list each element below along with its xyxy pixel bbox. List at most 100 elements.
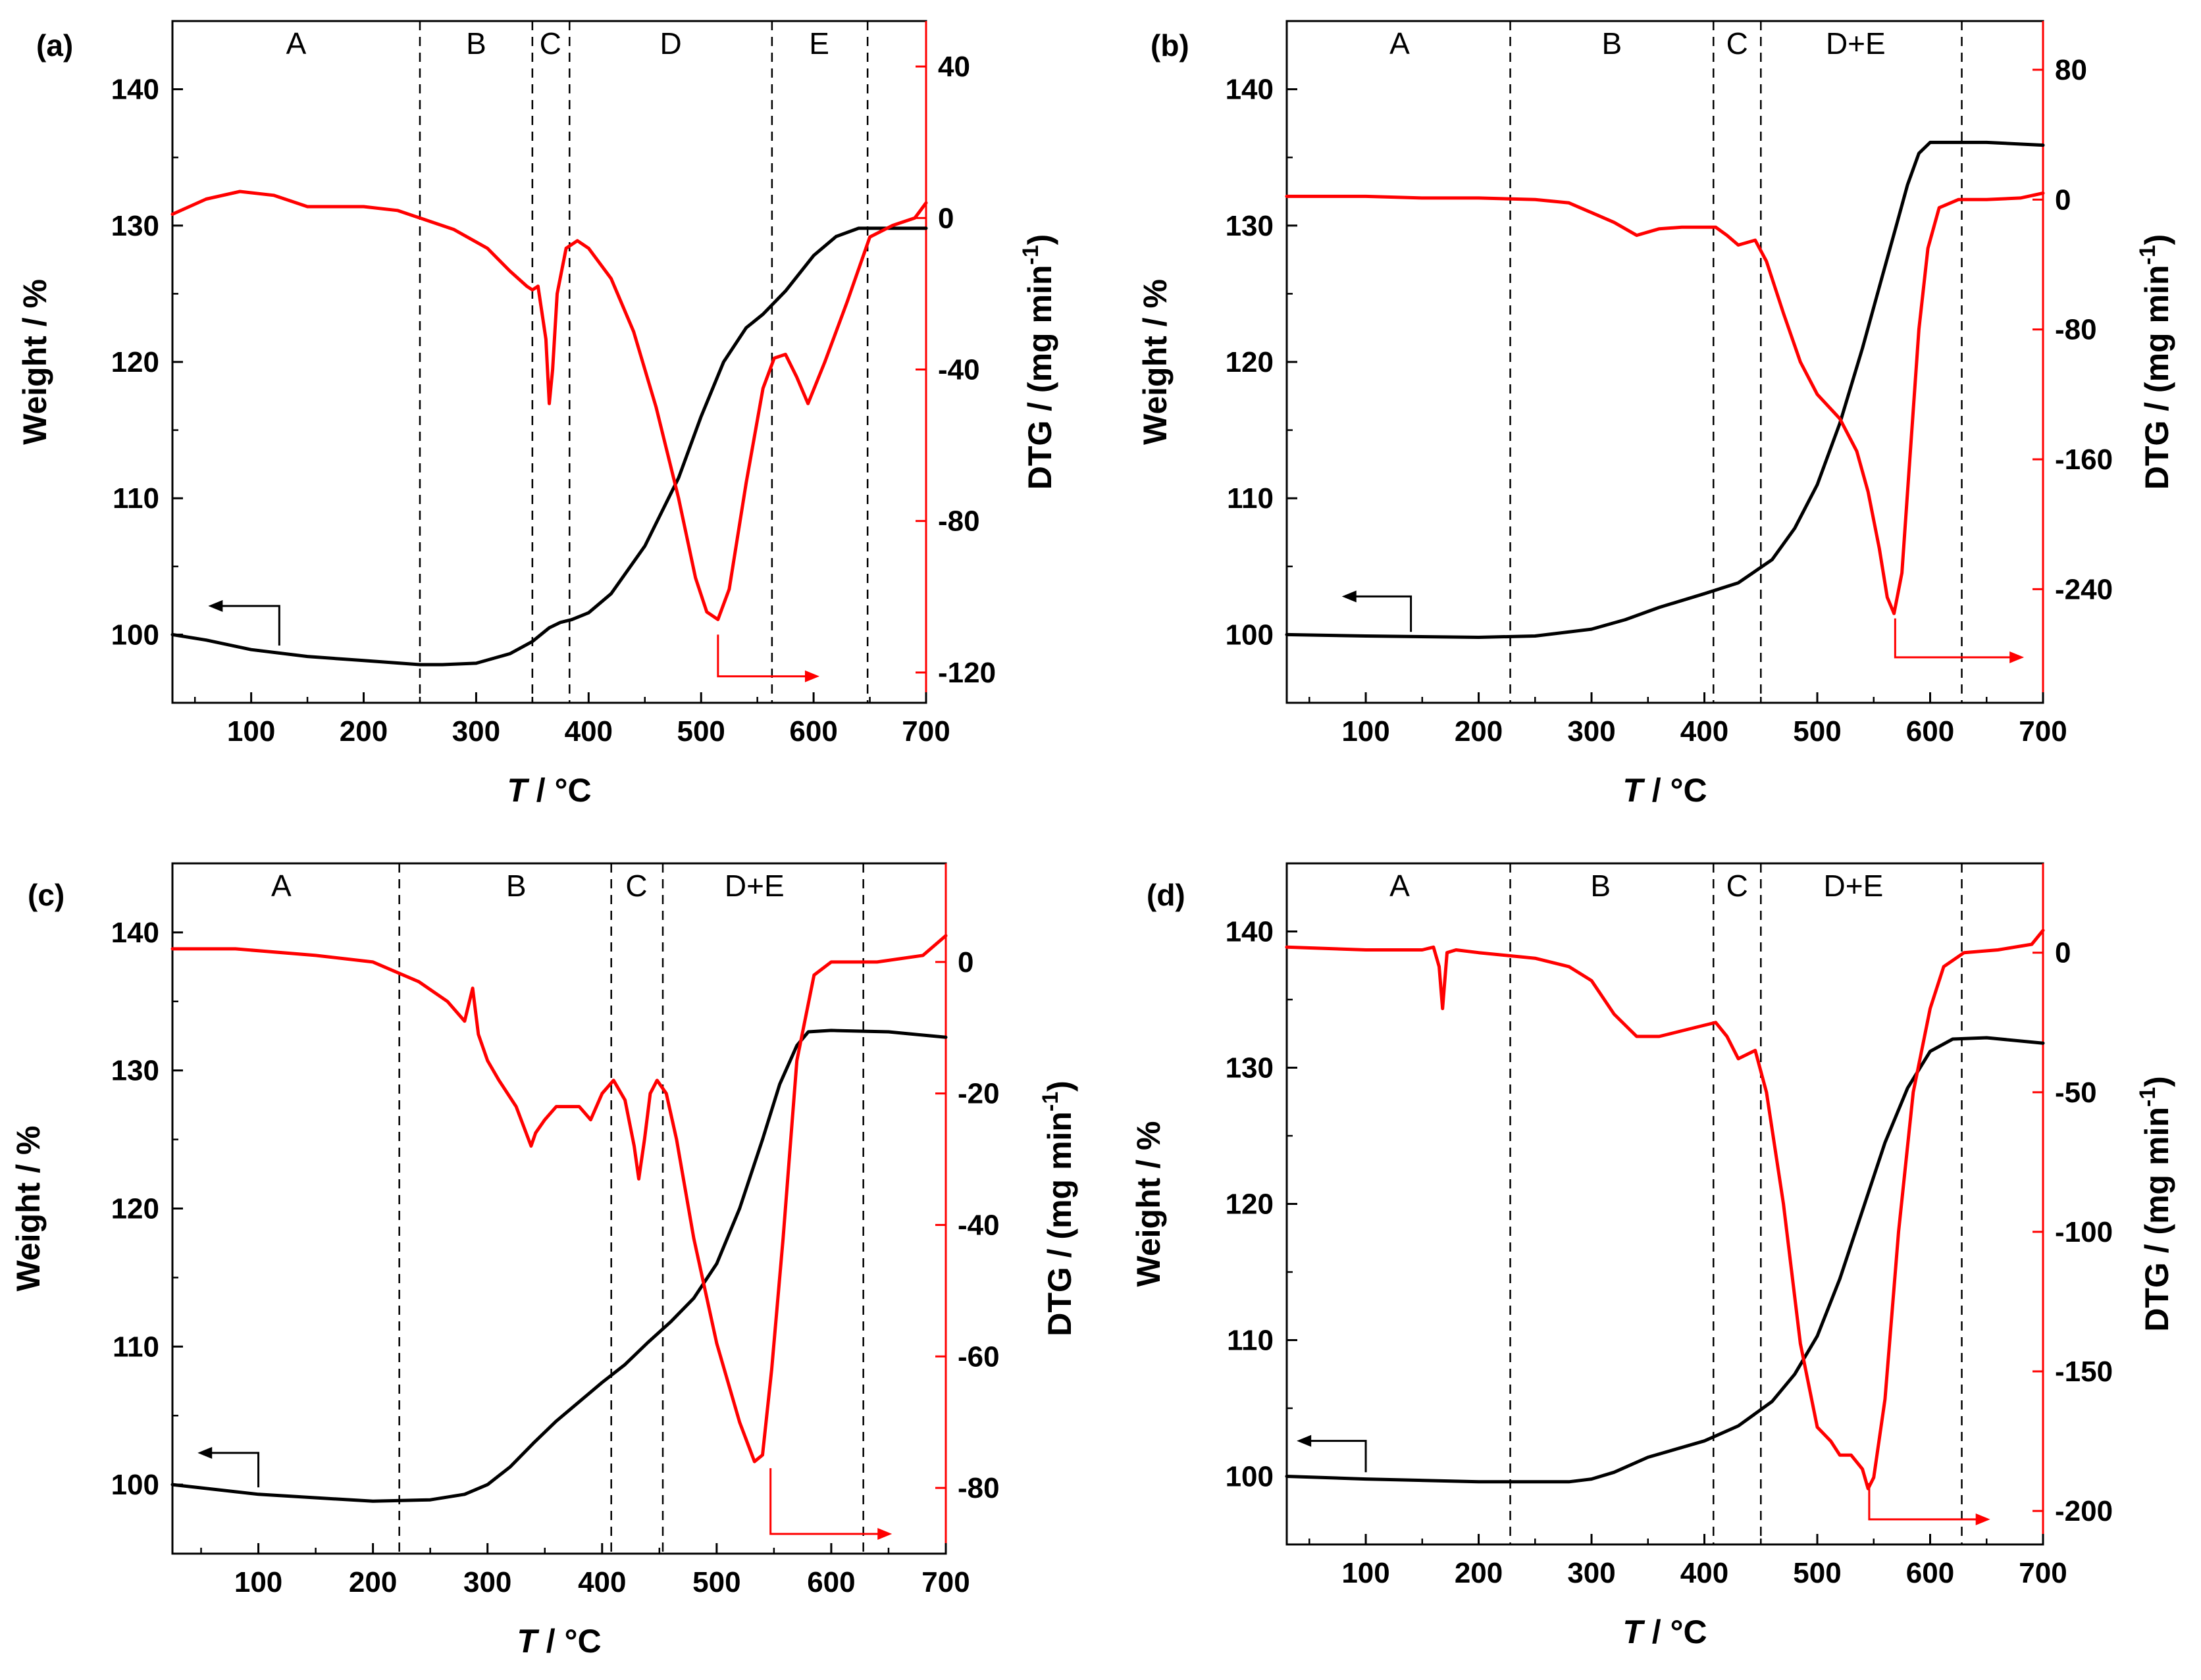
chart-panel-b: A B C D+E 100 200 300 400 500 600 700 100 110 120 130 1…: [1137, 20, 2175, 809]
x-axis-title: T / °C: [1622, 772, 1707, 809]
y-tick-label: 110: [113, 482, 159, 515]
axis-indicator-arrow: [1351, 595, 1412, 632]
y-tick-label: 100: [111, 1469, 159, 1501]
y2-tick-label: -20: [958, 1078, 1000, 1110]
axis-indicator-arrowhead: [1975, 1513, 1990, 1525]
x-axis-title-unit: / °C: [537, 1623, 602, 1660]
dtg-curve: [170, 934, 948, 1464]
y2-tick-label: 0: [2055, 937, 2071, 969]
weight-curve: [1285, 1036, 2045, 1484]
y2-axis-title: DTG / (mg min-1): [2135, 234, 2175, 490]
region-label-c: C: [1726, 26, 1748, 61]
y2-axis-title: DTG / (mg min-1): [2135, 1076, 2175, 1332]
y2-axis-title-end: ): [1022, 234, 1058, 245]
y2-tick-label: -200: [2055, 1495, 2113, 1527]
y2-axis-title-superscript: -1: [1038, 1092, 1063, 1111]
axis-indicator-arrow: [717, 634, 810, 678]
y-tick-label: 110: [1227, 482, 1274, 515]
y-tick-label: 120: [1226, 346, 1274, 378]
x-tick-label: 600: [789, 715, 837, 748]
y2-tick-label: 0: [938, 202, 954, 234]
x-axis-title-symbol: T: [1622, 1614, 1645, 1650]
x-tick-label: 700: [2019, 1557, 2067, 1589]
y2-tick-label: -240: [2055, 573, 2113, 605]
x-tick-label: 100: [227, 715, 275, 748]
x-tick-label: 400: [565, 715, 613, 748]
x-axis-title: T / °C: [507, 772, 591, 809]
y-tick-label: 130: [1226, 210, 1274, 242]
y-tick-label: 110: [1227, 1325, 1274, 1357]
region-label-d-plus-e: D+E: [725, 869, 785, 903]
x-tick-label: 400: [578, 1566, 626, 1598]
y2-tick-label: -40: [958, 1209, 1000, 1241]
x-tick-label: 300: [463, 1566, 511, 1598]
axis-indicator-arrow: [1868, 1483, 1981, 1521]
y-tick-label: 140: [111, 74, 159, 106]
y2-axis-title-end: ): [2138, 234, 2175, 245]
x-tick-label: 500: [692, 1566, 740, 1598]
x-tick-label: 400: [1680, 715, 1728, 748]
x-axis-title-symbol: T: [507, 772, 530, 809]
plot-frame: [1285, 20, 2044, 704]
x-axis-title-unit: / °C: [1643, 772, 1707, 809]
y2-tick-label: -160: [2055, 444, 2113, 476]
x-axis-title-symbol: T: [517, 1623, 540, 1660]
y-tick-label: 100: [1226, 619, 1274, 651]
y-tick-label: 130: [111, 210, 159, 242]
x-axis-title: T / °C: [1622, 1614, 1707, 1650]
region-label-d-plus-e: D+E: [1826, 26, 1886, 61]
region-label-d: D: [660, 26, 681, 61]
y-tick-label: 140: [1226, 74, 1274, 106]
y-tick-label: 140: [111, 917, 159, 949]
x-axis-title-unit: / °C: [1643, 1614, 1707, 1650]
y2-axis-title-main: DTG / (mg min: [1022, 265, 1058, 490]
y2-tick-label: -40: [938, 354, 980, 386]
x-tick-label: 300: [452, 715, 500, 748]
x-tick-label: 200: [1455, 1557, 1503, 1589]
plot-frame: [1285, 862, 2044, 1546]
y-tick-label: 120: [1226, 1188, 1274, 1221]
y2-axis-title-superscript: -1: [1018, 245, 1043, 265]
axis-indicator-arrow: [1894, 618, 2015, 659]
y2-tick-label: 40: [938, 51, 970, 83]
axis-indicator-arrowhead: [1341, 590, 1357, 603]
region-label-a: A: [271, 869, 292, 903]
y2-tick-label: 0: [958, 946, 973, 979]
x-tick-label: 300: [1567, 715, 1615, 748]
axis-indicator-arrowhead: [1297, 1435, 1312, 1447]
x-tick-label: 300: [1567, 1557, 1615, 1589]
y-axis-title: Weight / %: [1137, 279, 1174, 445]
x-tick-label: 500: [1793, 715, 1841, 748]
y-tick-label: 130: [111, 1055, 159, 1087]
region-label-a: A: [286, 26, 307, 61]
region-label-c: C: [540, 26, 561, 61]
x-tick-label: 500: [677, 715, 725, 748]
axis-indicator-arrow: [207, 1452, 260, 1488]
y2-tick-label: -80: [2055, 314, 2097, 346]
region-label-b: B: [1602, 26, 1622, 61]
region-label-e: E: [809, 26, 829, 61]
y-tick-label: 120: [111, 346, 159, 378]
y2-axis-title-main: DTG / (mg min: [2138, 1107, 2175, 1332]
chart-panel-c: A B C D+E 100 200 300 400 500 600 700 100 110 120 130 1…: [10, 862, 1078, 1660]
axis-indicator-arrow: [217, 605, 280, 646]
panel-label: (a): [36, 28, 73, 63]
axis-indicator-arrowhead: [877, 1528, 893, 1540]
x-tick-label: 700: [902, 715, 950, 748]
y2-tick-label: -150: [2055, 1356, 2113, 1388]
y-axis-title: Weight / %: [16, 279, 53, 445]
y-axis-title: Weight / %: [1130, 1121, 1167, 1287]
y2-axis-title-main: DTG / (mg min: [2138, 265, 2175, 490]
region-label-a: A: [1389, 869, 1410, 903]
axis-indicator-arrow: [769, 1468, 883, 1535]
dtg-curve: [1285, 929, 2045, 1490]
dtg-curve: [1285, 191, 2045, 615]
y2-tick-label: -60: [958, 1340, 1000, 1373]
weight-curve: [1285, 140, 2045, 639]
x-tick-label: 100: [234, 1566, 282, 1598]
x-tick-label: 100: [1341, 715, 1389, 748]
y2-tick-label: 0: [2055, 184, 2071, 216]
y-tick-label: 120: [111, 1193, 159, 1225]
